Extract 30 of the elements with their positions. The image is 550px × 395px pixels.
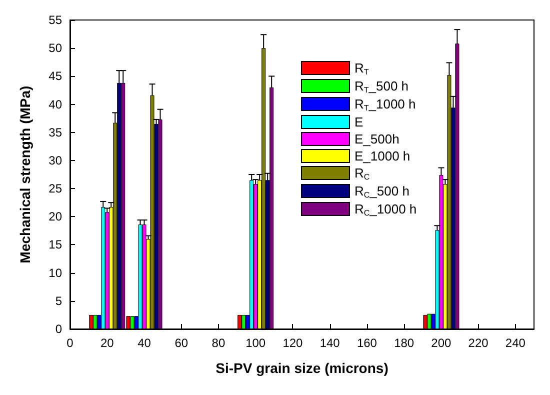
y-tick-label: 45	[48, 69, 62, 84]
y-tick-label: 25	[48, 182, 62, 196]
x-tick-label: 40	[138, 336, 152, 350]
x-tick-label: 120	[282, 336, 304, 350]
y-tick-label: 40	[48, 97, 62, 112]
y-tick-label: 0	[55, 322, 62, 336]
x-tick-label: 80	[212, 336, 226, 350]
legend-label: E	[354, 114, 364, 130]
x-tick-label: 60	[174, 336, 188, 350]
x-tick-label: 220	[468, 336, 489, 350]
y-tick-label: 10	[48, 266, 62, 280]
x-tick-label: 20	[100, 336, 114, 350]
y-tick-label: 35	[48, 125, 62, 140]
x-axis-title: Si-PV grain size (microns)	[216, 360, 388, 376]
x-tick-label: 100	[246, 336, 266, 350]
x-tick-label: 240	[505, 336, 526, 350]
x-tick-label: 200	[431, 336, 452, 350]
x-tick-label: 140	[320, 336, 340, 350]
x-tick-label: 180	[394, 336, 414, 350]
y-tick-label: 20	[48, 210, 62, 224]
y-tick-label: 5	[55, 294, 62, 308]
y-tick-label: 55	[48, 13, 62, 27]
x-tick-label: 160	[356, 336, 378, 350]
legend-label: E_500h	[354, 132, 400, 146]
y-tick-label: 50	[48, 41, 62, 56]
legend-label: E_1000 h	[354, 148, 410, 164]
y-axis-title: Mechanical strength (MPa)	[17, 86, 33, 264]
y-tick-label: 30	[48, 153, 62, 168]
y-tick-label: 15	[48, 238, 62, 252]
x-tick-label: 0	[66, 336, 74, 350]
